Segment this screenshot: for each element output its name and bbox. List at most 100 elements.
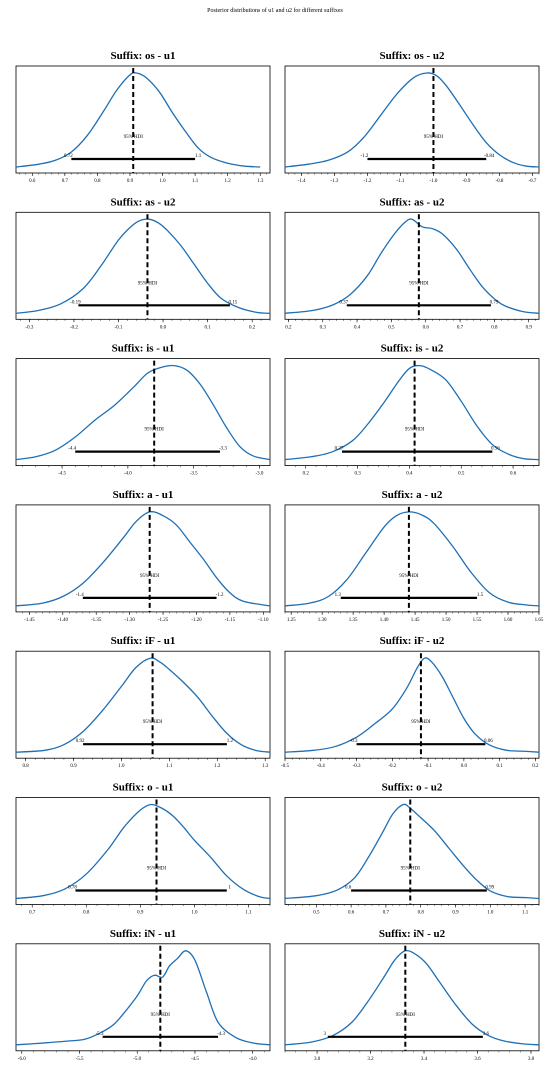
x-tick-label: 0.8 (83, 911, 90, 916)
x-tick-label: 0.8 (491, 325, 498, 330)
x-tick-label: -0.3 (25, 325, 33, 330)
panel-title: Suffix: as - u2 (379, 196, 445, 208)
panel-title: Suffix: o - u2 (382, 782, 443, 794)
density-curve (284, 949, 540, 1046)
figure-suptitle: Posterior distributions of u1 and u2 for… (207, 7, 343, 14)
x-tick-label: 1.0 (159, 179, 166, 184)
x-tick-label: -4.0 (124, 472, 132, 477)
x-tick-label: 1.25 (287, 618, 296, 623)
hdi-upper-label: -0.84 (484, 154, 495, 159)
x-tick-label: 3.6 (474, 1057, 481, 1062)
panel-title: Suffix: as - u2 (110, 196, 176, 208)
hdi-upper-label: 1.1 (195, 154, 202, 159)
x-tick-label: 0.6 (423, 325, 430, 330)
hdi-lower-label: -0.3 (350, 739, 358, 744)
hdi-upper-label: -4.3 (217, 1032, 225, 1037)
panel-frame (15, 65, 271, 174)
density-curve (15, 364, 271, 461)
hdi-upper-label: 1.2 (227, 739, 234, 744)
x-tick-label: -0.5 (281, 764, 289, 769)
density-curve (15, 657, 271, 753)
x-tick-label: 0.4 (354, 325, 361, 330)
x-tick-label: 0.0 (461, 764, 468, 769)
panel-title: Suffix: is - u1 (112, 343, 175, 355)
hdi-upper-label: 0.15 (229, 300, 238, 305)
x-tick-label: 1.0 (118, 764, 125, 769)
posterior-panel: Suffix: iN - u2 3.0 3.2 3.4 3.6 3.8 3 3.6 95% HD… (284, 928, 540, 1062)
hdi-label: 95% HDI (145, 428, 165, 433)
panel-title: Suffix: iN - u1 (110, 928, 176, 940)
panel-title: Suffix: a - u2 (382, 489, 443, 501)
posterior-panel: Suffix: as - u2 -0.3 -0.2 -0.1 0.0 0.1 0.2 -0.1… (15, 196, 271, 330)
x-tick-label: 1.30 (318, 618, 327, 623)
panel-frame (15, 650, 271, 759)
density-curve (284, 657, 540, 753)
x-tick-label: -5.5 (76, 1057, 84, 1062)
x-tick-label: 1.50 (442, 618, 451, 623)
density-curve (284, 803, 540, 900)
panel-frame (15, 504, 271, 613)
posterior-panel: Suffix: iF - u2 -0.5 -0.4 -0.3 -0.2 -0.1 0.0 0.… (281, 635, 540, 769)
density-curve (15, 218, 271, 314)
hdi-lower-label: -0.19 (70, 300, 81, 305)
x-tick-label: -0.1 (424, 764, 432, 769)
panel-title: Suffix: os - u2 (379, 50, 445, 62)
x-tick-label: 0.6 (510, 472, 517, 477)
panel-frame (284, 504, 540, 613)
x-tick-label: -1.45 (24, 618, 35, 623)
panel-title: Suffix: is - u2 (381, 343, 444, 355)
hdi-lower-label: 0.37 (339, 300, 348, 305)
panel-frame (15, 358, 271, 467)
x-tick-label: 0.7 (383, 911, 390, 916)
x-tick-label: -1.20 (191, 618, 202, 623)
hdi-upper-label: 1 (229, 886, 232, 891)
x-tick-label: -1.2 (364, 179, 372, 184)
x-tick-label: 0.9 (526, 325, 533, 330)
panel-frame (15, 211, 271, 320)
x-tick-label: 0.0 (160, 325, 167, 330)
posterior-panel: Suffix: os - u1 0.6 0.7 0.8 0.9 1.0 1.1 1.2 1.3 0… (15, 50, 271, 184)
x-tick-label: 1.55 (473, 618, 482, 623)
x-tick-label: -4.0 (249, 1057, 257, 1062)
x-tick-label: 0.6 (29, 179, 36, 184)
hdi-lower-label: 0.72 (64, 154, 73, 159)
x-tick-label: 0.2 (532, 764, 539, 769)
hdi-label: 95% HDI (401, 867, 421, 872)
x-tick-label: 1.1 (245, 911, 252, 916)
hdi-lower-label: 0.27 (335, 447, 344, 452)
hdi-lower-label: -1.4 (76, 593, 84, 598)
x-tick-label: -1.10 (258, 618, 269, 623)
hdi-label: 95% HDI (399, 574, 419, 579)
density-curve (284, 511, 540, 607)
x-tick-label: 0.9 (127, 179, 134, 184)
x-tick-label: 1.45 (411, 618, 420, 623)
x-tick-label: 1.40 (380, 618, 389, 623)
hdi-lower-label: 0.92 (76, 739, 85, 744)
density-curve (15, 803, 271, 900)
posterior-panel: Suffix: iN - u1 -6.0 -5.5 -5.0 -4.5 -4.0 -5.3 -… (15, 928, 271, 1062)
hdi-lower-label: 3 (324, 1032, 327, 1037)
panel-frame (284, 650, 540, 759)
x-tick-label: -1.30 (124, 618, 135, 623)
x-tick-label: -1.4 (298, 179, 306, 184)
hdi-label: 95% HDI (140, 574, 160, 579)
x-tick-label: -1.3 (331, 179, 339, 184)
x-tick-label: 1.60 (504, 618, 513, 623)
x-tick-label: 0.7 (457, 325, 464, 330)
posterior-panel: Suffix: is - u2 0.2 0.3 0.4 0.5 0.6 0.27 0.56 95… (284, 343, 540, 477)
x-tick-label: 0.3 (320, 325, 327, 330)
hdi-lower-label: -4.4 (68, 447, 76, 452)
x-tick-label: -3.5 (190, 472, 198, 477)
x-tick-label: 0.4 (406, 472, 413, 477)
panel-title: Suffix: o - u1 (113, 782, 174, 794)
x-tick-label: -1.25 (158, 618, 169, 623)
hdi-label: 95% HDI (405, 428, 425, 433)
x-tick-label: 1.2 (225, 179, 232, 184)
hdi-upper-label: 0.56 (491, 447, 500, 452)
hdi-label: 95% HDI (411, 720, 431, 725)
hdi-upper-label: 0.06 (484, 739, 493, 744)
posterior-panel: Suffix: iF - u1 0.8 0.9 1.0 1.1 1.2 1.3 0.92 1.2… (15, 635, 271, 769)
x-tick-label: -0.8 (495, 179, 503, 184)
x-tick-label: 1.0 (487, 911, 494, 916)
hdi-upper-label: -1.2 (216, 593, 224, 598)
